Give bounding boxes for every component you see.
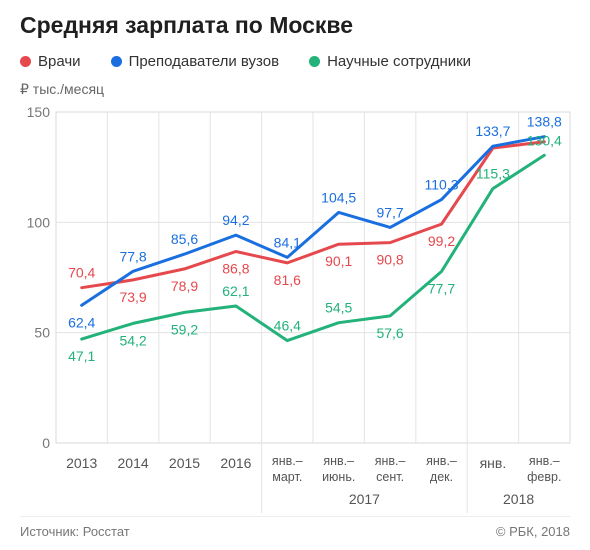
legend-dot-researchers (309, 56, 321, 67)
data-label: 90,1 (325, 253, 352, 269)
data-label: 73,9 (119, 289, 146, 305)
legend-dot-doctors (20, 56, 31, 67)
data-label: 94,2 (222, 212, 249, 228)
x-tick-label: февр. (527, 470, 561, 484)
x-tick-label: март. (272, 470, 302, 484)
legend-label-lecturers: Преподаватели вузов (128, 53, 280, 70)
x-tick-label: янв.– (375, 454, 406, 468)
x-tick-label: июнь. (322, 470, 355, 484)
data-label: 99,2 (428, 233, 455, 249)
data-label: 133,7 (475, 123, 510, 139)
data-label: 86,8 (222, 260, 249, 276)
data-label: 104,5 (321, 189, 356, 205)
series-line-2 (80, 153, 546, 343)
x-tick-label: янв.– (323, 454, 354, 468)
y-tick-label: 0 (42, 435, 50, 451)
x-tick-label: дек. (430, 470, 453, 484)
source-note: Источник: Росстат (20, 524, 130, 539)
x-tick-label: 2013 (66, 455, 97, 471)
data-label: 97,7 (376, 204, 403, 220)
data-label: 54,5 (325, 300, 352, 316)
data-label: 84,1 (274, 234, 301, 250)
data-label: 110,3 (425, 177, 459, 193)
x-tick-label: янв.– (272, 454, 303, 468)
data-label: 77,8 (119, 248, 146, 264)
x-tick-label: янв.– (426, 454, 457, 468)
data-label: 62,1 (222, 283, 249, 299)
legend-dot-lecturers (110, 56, 122, 67)
data-label: 85,6 (171, 231, 198, 247)
data-label: 54,2 (119, 332, 146, 348)
data-label: 59,2 (171, 321, 198, 337)
data-label: 78,9 (171, 278, 198, 294)
legend-item-researchers: Научные сотрудники (309, 53, 471, 70)
data-label: 46,4 (274, 318, 301, 334)
legend-item-doctors: Врачи (20, 53, 81, 70)
data-label: 81,6 (274, 272, 301, 288)
unit-label: ₽ тыс./месяц (20, 81, 105, 97)
y-tick-label: 100 (27, 214, 51, 230)
data-label: 62,4 (68, 314, 95, 330)
data-label: 138,8 (527, 114, 562, 130)
x-tick-label: 2014 (118, 455, 149, 471)
x-tick-label: 2015 (169, 455, 200, 471)
legend-label-doctors: Врачи (38, 53, 81, 70)
data-label: 70,4 (68, 265, 95, 281)
period-group-label: 2017 (349, 491, 380, 507)
period-group-label: 2018 (503, 491, 534, 507)
x-tick-label: янв. (480, 455, 507, 471)
copyright-note: © РБК, 2018 (495, 524, 570, 539)
y-tick-label: 50 (34, 325, 50, 341)
data-label: 57,6 (376, 325, 403, 341)
series-line-1 (80, 135, 546, 307)
legend: Врачи Преподаватели вузов Научные сотруд… (20, 53, 471, 70)
legend-label-researchers: Научные сотрудники (327, 53, 472, 70)
data-label: 77,7 (428, 281, 455, 297)
series-line-0 (80, 140, 546, 290)
x-tick-label: сент. (376, 470, 404, 484)
x-tick-label: 2016 (220, 455, 251, 471)
footer-divider (20, 516, 570, 517)
chart-title: Средняя зарплата по Москве (20, 12, 354, 38)
data-label: 130,4 (527, 132, 562, 148)
x-tick-label: янв.– (529, 454, 560, 468)
data-label: 47,1 (68, 348, 95, 364)
legend-item-lecturers: Преподаватели вузов (110, 53, 280, 70)
y-tick-label: 150 (27, 104, 51, 120)
data-label: 115,3 (476, 166, 510, 182)
data-label: 90,8 (376, 252, 403, 268)
